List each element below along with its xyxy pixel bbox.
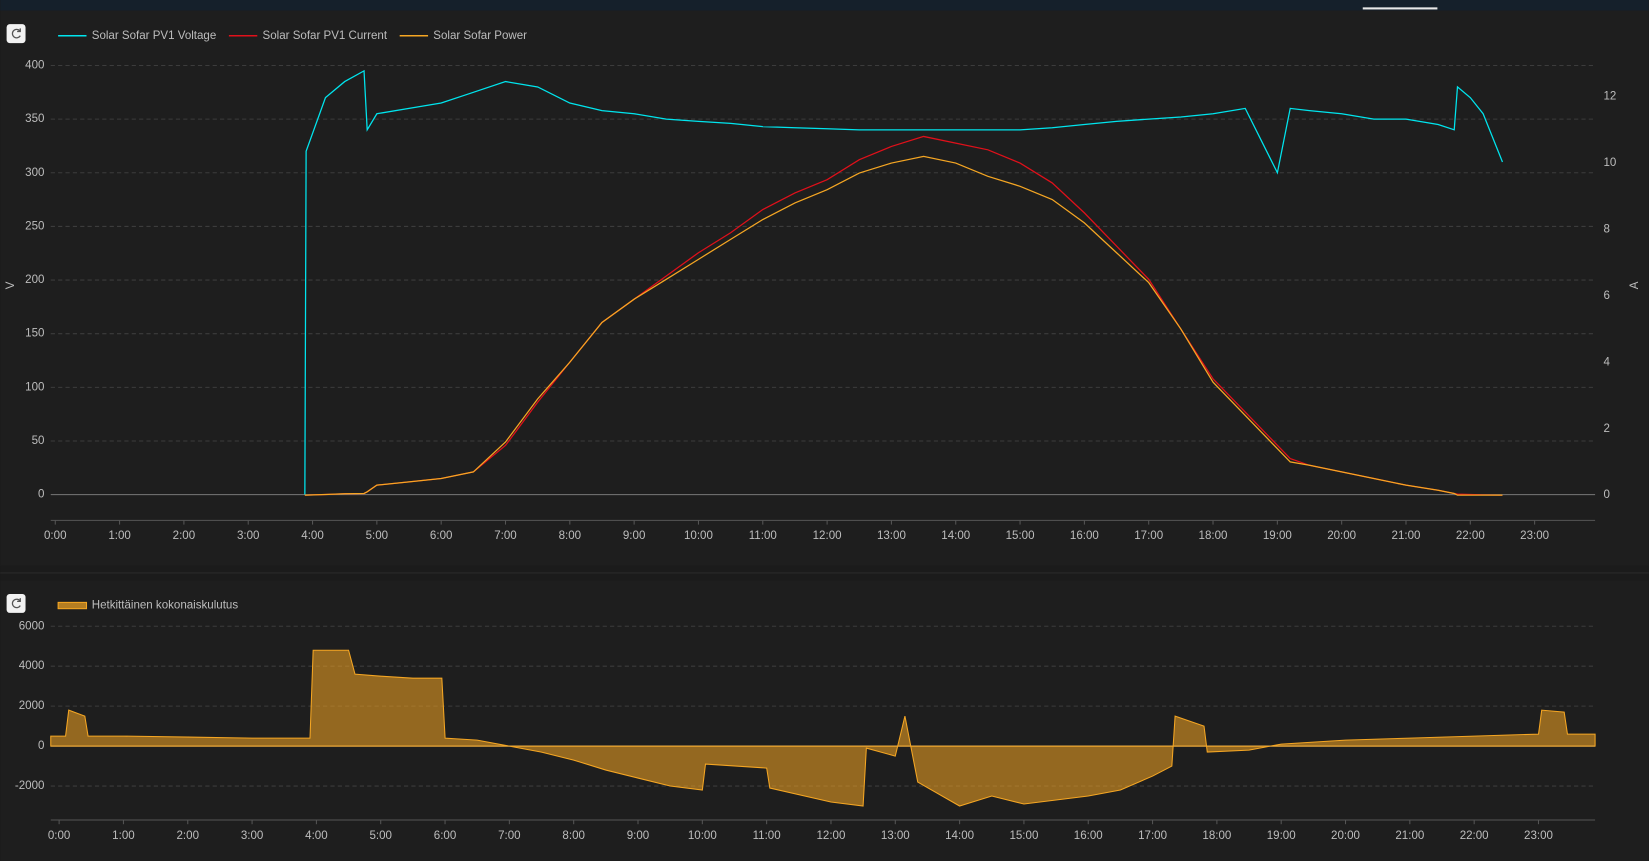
x-tick-label: 12:00	[817, 830, 846, 842]
x-tick-label: 5:00	[369, 830, 391, 842]
x-tick-label: 18:00	[1202, 830, 1231, 842]
y2-tick-label: 2	[1603, 423, 1609, 435]
area	[50, 649, 1596, 807]
x-tick-label: 1:00	[108, 530, 130, 542]
x-tick-label: 14:00	[941, 530, 970, 542]
y2-tick-label: 8	[1603, 224, 1609, 236]
y2-tick-label: 6	[1603, 290, 1609, 302]
x-tick-label: 17:00	[1134, 530, 1163, 542]
x-tick-label: 19:00	[1263, 530, 1292, 542]
x-tick-label: 13:00	[881, 830, 910, 842]
active-tab-indicator	[1362, 7, 1438, 10]
x-tick-label: 21:00	[1392, 530, 1421, 542]
x-tick-label: 16:00	[1070, 530, 1099, 542]
y-tick-label: 6000	[19, 620, 45, 632]
x-tick-label: 23:00	[1524, 830, 1553, 842]
x-tick-label: 15:00	[1006, 530, 1035, 542]
x-tick-label: 10:00	[688, 830, 717, 842]
x-tick-label: 12:00	[813, 530, 842, 542]
y-tick-label: 250	[25, 220, 44, 232]
y-tick-label: -2000	[15, 780, 45, 792]
x-tick-label: 5:00	[366, 530, 388, 542]
x-tick-label: 15:00	[1009, 830, 1038, 842]
y-axis-title: V	[5, 281, 17, 289]
x-tick-label: 13:00	[877, 530, 906, 542]
legend-label: Solar Sofar Power	[433, 30, 527, 42]
line	[304, 69, 1504, 495]
x-tick-label: 0:00	[48, 830, 70, 842]
x-tick-label: 3:00	[237, 530, 259, 542]
refresh-button[interactable]	[6, 593, 26, 613]
x-tick-label: 6:00	[430, 530, 452, 542]
y-tick-label: 300	[25, 167, 44, 179]
y2-tick-label: 4	[1603, 356, 1610, 368]
x-tick-label: 2:00	[177, 830, 199, 842]
x-tick-label: 11:00	[749, 530, 777, 542]
y-tick-label: 200	[25, 274, 44, 286]
y-tick-label: 0	[38, 740, 44, 752]
x-tick-label: 20:00	[1327, 530, 1356, 542]
y2-axis-title: A	[1629, 281, 1641, 289]
x-tick-label: 6:00	[434, 830, 456, 842]
x-tick-label: 2:00	[173, 530, 195, 542]
x-tick-label: 7:00	[498, 830, 520, 842]
x-tick-label: 19:00	[1267, 830, 1296, 842]
y-tick-label: 50	[32, 435, 45, 447]
x-tick-label: 7:00	[494, 530, 516, 542]
top-bar	[0, 0, 1649, 11]
x-tick-label: 22:00	[1460, 830, 1489, 842]
x-tick-label: 8:00	[559, 530, 581, 542]
x-tick-label: 3:00	[241, 830, 263, 842]
y-tick-label: 400	[25, 60, 44, 72]
x-tick-label: 20:00	[1331, 830, 1360, 842]
y-tick-label: 2000	[19, 700, 45, 712]
x-tick-label: 4:00	[305, 830, 327, 842]
refresh-button[interactable]	[6, 24, 26, 44]
x-tick-label: 17:00	[1138, 830, 1167, 842]
y-tick-label: 0	[38, 489, 44, 501]
x-tick-label: 4:00	[301, 530, 323, 542]
x-tick-label: 0:00	[44, 530, 66, 542]
panel	[0, 580, 1649, 861]
y-tick-label: 350	[25, 113, 44, 125]
y2-tick-label: 12	[1603, 91, 1616, 103]
legend-label: Solar Sofar PV1 Voltage	[92, 30, 217, 42]
y-tick-label: 100	[25, 381, 44, 393]
x-tick-label: 14:00	[945, 830, 974, 842]
x-tick-label: 11:00	[753, 830, 781, 842]
x-tick-label: 23:00	[1520, 530, 1549, 542]
legend-label: Hetkittäinen kokonaiskulutus	[92, 600, 239, 612]
y2-tick-label: 0	[1603, 489, 1609, 501]
x-tick-label: 18:00	[1199, 530, 1228, 542]
x-tick-label: 21:00	[1395, 830, 1424, 842]
legend-swatch	[57, 601, 88, 610]
x-tick-label: 9:00	[623, 530, 645, 542]
x-tick-label: 1:00	[112, 830, 134, 842]
x-tick-label: 9:00	[627, 830, 649, 842]
legend-label: Solar Sofar PV1 Current	[263, 30, 388, 42]
x-tick-label: 22:00	[1456, 530, 1485, 542]
panel	[0, 10, 1649, 566]
x-tick-label: 10:00	[684, 530, 713, 542]
y-tick-label: 4000	[19, 660, 45, 672]
line	[304, 155, 1503, 496]
x-tick-label: 16:00	[1074, 830, 1103, 842]
y2-tick-label: 10	[1603, 157, 1616, 169]
x-tick-label: 8:00	[562, 830, 584, 842]
y-tick-label: 150	[25, 328, 44, 340]
